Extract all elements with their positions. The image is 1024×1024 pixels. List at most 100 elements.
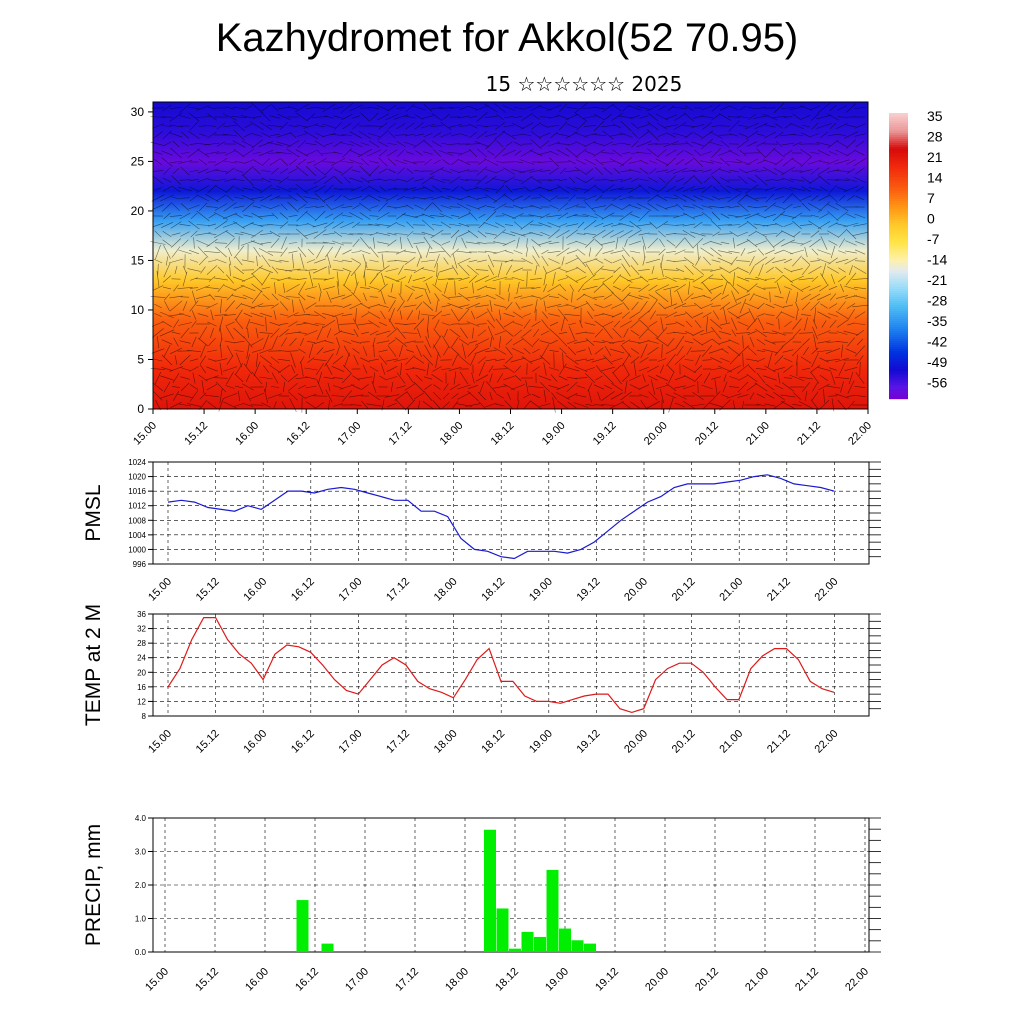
wind-vector: [280, 203, 288, 211]
wind-vector: [717, 233, 733, 235]
colorbar-cell: [889, 141, 908, 144]
wind-vector: [595, 365, 603, 373]
wind-vector: [765, 257, 775, 265]
wind-vector: [566, 213, 578, 219]
wind-vector: [684, 131, 694, 139]
wind-vector: [722, 281, 728, 295]
wind-vector: [406, 391, 414, 401]
wind-vector: [411, 286, 427, 290]
wind-vector: [601, 161, 615, 163]
wind-vector: [700, 247, 714, 257]
wind-vector: [835, 310, 849, 320]
wind-vector: [342, 249, 352, 255]
wind-vector: [357, 233, 373, 235]
wind-vector: [547, 141, 561, 147]
wind-vector: [601, 212, 615, 220]
wind-vector: [434, 254, 440, 268]
wind-vector: [747, 177, 757, 183]
wind-vector: [342, 268, 352, 272]
wind-vector: [318, 292, 322, 302]
wind-vector: [728, 250, 740, 254]
wind-vector: [163, 212, 171, 220]
wind-vector: [379, 322, 387, 326]
wind-vector: [566, 106, 578, 110]
wind-vector: [240, 231, 256, 237]
wind-vector: [531, 286, 541, 290]
wind-vector: [853, 223, 867, 227]
wind-vector: [826, 266, 840, 274]
wind-vector: [602, 250, 614, 254]
wind-vector: [405, 122, 415, 130]
y-tick-label: 1008: [128, 516, 146, 525]
wind-vector: [558, 179, 568, 181]
wind-vector: [161, 157, 173, 167]
wind-vector: [503, 320, 515, 328]
wind-vector: [495, 184, 505, 194]
wind-vector: [233, 129, 245, 141]
wind-vector: [403, 323, 417, 325]
wind-vector: [532, 338, 540, 346]
wind-vector: [758, 263, 764, 277]
wind-vector: [357, 322, 373, 326]
wind-vector: [457, 384, 471, 390]
colorbar-cell: [889, 203, 908, 206]
wind-vector: [441, 322, 451, 326]
colorbar-cell: [889, 301, 908, 304]
wind-vector: [235, 385, 243, 389]
wind-vector: [387, 232, 397, 236]
y-tick-label: 28: [137, 639, 146, 648]
wind-vector: [378, 355, 388, 365]
wind-vector: [505, 338, 513, 346]
wind-vector: [206, 366, 218, 372]
wind-vector: [695, 354, 701, 366]
colorbar-cell: [889, 191, 908, 194]
wind-vector: [459, 105, 469, 111]
wind-vector: [593, 114, 605, 120]
wind-vector: [756, 213, 766, 219]
wind-vector: [720, 157, 730, 167]
wind-vector: [620, 320, 632, 328]
wind-vector: [559, 363, 567, 375]
wind-vector: [304, 367, 318, 371]
wind-vector: [531, 197, 541, 199]
wind-vector: [697, 244, 699, 260]
wind-vector: [292, 299, 294, 313]
wind-vector: [702, 151, 712, 155]
wind-vector: [288, 168, 298, 174]
wind-vector: [780, 401, 796, 409]
wind-vector: [537, 150, 553, 156]
wind-vector: [647, 346, 659, 356]
wind-vector: [757, 248, 765, 256]
wind-vector: [244, 123, 252, 129]
wind-vector: [792, 220, 802, 230]
wind-vector: [377, 113, 389, 121]
wind-vector: [774, 179, 784, 181]
wind-vector: [251, 212, 263, 220]
wind-vector: [379, 149, 387, 157]
x-tick-label: 18.00: [443, 966, 471, 994]
wind-vector: [844, 285, 858, 291]
wind-vector: [155, 399, 161, 411]
wind-vector: [333, 115, 343, 119]
wind-vector: [557, 143, 569, 145]
wind-vector: [324, 340, 334, 344]
wind-vector: [265, 316, 267, 332]
wind-vector: [162, 177, 172, 183]
wind-vector: [683, 175, 695, 185]
y-tick-label: 996: [133, 560, 147, 569]
wind-vector: [764, 131, 776, 139]
wind-vector: [369, 205, 379, 209]
wind-vector: [587, 311, 593, 319]
wind-vector: [585, 404, 595, 406]
wind-vector: [449, 168, 461, 174]
wind-vector: [775, 311, 783, 319]
wind-vector: [162, 275, 172, 283]
wind-vector: [703, 176, 711, 184]
wind-vector: [810, 113, 820, 121]
wind-vector: [269, 195, 281, 201]
wind-vector: [532, 114, 540, 120]
wind-vector: [837, 399, 847, 411]
wind-vector: [582, 258, 598, 264]
wind-vector: [683, 277, 695, 281]
wind-vector: [228, 256, 232, 266]
